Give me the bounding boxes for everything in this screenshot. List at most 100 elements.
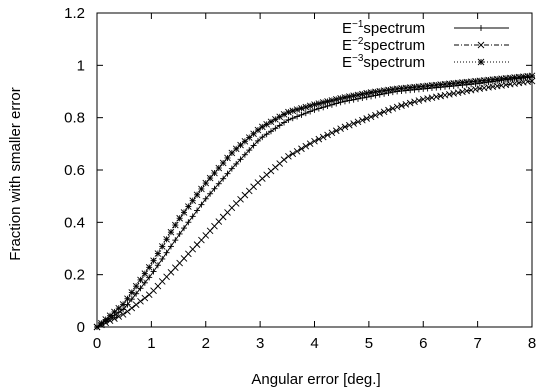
data-point — [185, 203, 192, 210]
data-point — [341, 123, 349, 131]
legend-marker — [478, 25, 484, 31]
y-tick-label: 0.6 — [64, 162, 85, 179]
data-point — [207, 190, 214, 197]
data-point — [263, 131, 270, 138]
y-tick-label: 0.8 — [64, 110, 85, 127]
data-point — [367, 113, 375, 121]
plot-frame — [96, 12, 533, 328]
legend-label: E−3spectrum — [342, 53, 425, 71]
data-point — [359, 90, 366, 98]
x-tick-label: 4 — [310, 335, 318, 352]
series-line — [96, 76, 533, 328]
data-point — [146, 274, 153, 281]
data-point — [367, 89, 375, 96]
data-point — [276, 122, 283, 129]
data-point — [393, 103, 401, 111]
data-point — [406, 99, 414, 107]
data-point — [389, 105, 397, 112]
data-point — [302, 142, 310, 150]
data-point — [228, 165, 235, 172]
data-point — [163, 249, 170, 256]
data-point — [224, 154, 231, 162]
y-tick-label: 0 — [77, 319, 85, 336]
plot-border — [96, 12, 533, 328]
series-line — [96, 75, 533, 328]
data-point — [324, 131, 331, 139]
data-point — [202, 179, 210, 187]
data-point — [180, 209, 188, 216]
data-point — [319, 133, 327, 141]
data-point — [172, 237, 179, 244]
data-point — [354, 118, 362, 126]
data-point — [337, 125, 344, 132]
legend-exponent: −1 — [352, 19, 364, 30]
x-tick-label: 0 — [93, 335, 101, 352]
data-point — [441, 91, 449, 99]
data-point — [111, 315, 118, 322]
data-point — [132, 301, 140, 309]
data-point — [350, 120, 357, 127]
data-point — [119, 301, 127, 308]
data-point — [128, 304, 136, 312]
data-point — [141, 294, 149, 302]
series-1 — [94, 74, 535, 330]
data-point — [298, 111, 305, 118]
data-point — [298, 145, 305, 153]
data-point — [241, 151, 248, 158]
legend-item-1: E−1spectrum — [342, 19, 509, 37]
data-point — [111, 308, 118, 316]
data-point — [528, 72, 536, 80]
data-point — [293, 106, 301, 113]
x-tick-label: 1 — [147, 335, 155, 352]
y-axis-title: Fraction with smaller error — [7, 87, 24, 260]
data-point — [332, 127, 340, 135]
y-tick-label: 0.4 — [64, 214, 85, 231]
data-point — [132, 282, 140, 290]
data-point — [167, 228, 175, 236]
data-point — [133, 290, 140, 297]
data-point — [215, 180, 222, 187]
data-point — [198, 201, 205, 208]
data-point — [154, 262, 161, 269]
data-point — [293, 147, 301, 155]
data-point — [228, 149, 236, 157]
data-point — [124, 295, 131, 303]
data-point — [250, 142, 257, 149]
data-point — [259, 134, 266, 141]
data-point — [124, 308, 131, 315]
data-point — [141, 270, 149, 277]
data-point — [337, 94, 344, 102]
data-point — [280, 156, 288, 164]
data-point — [106, 317, 114, 325]
legend-label: E−2spectrum — [342, 36, 425, 54]
data-point — [215, 164, 223, 172]
data-point — [285, 152, 292, 160]
data-point — [176, 214, 183, 222]
data-point — [211, 169, 218, 177]
data-point — [176, 230, 183, 237]
legend-base: E — [342, 37, 352, 54]
data-point — [219, 159, 227, 167]
data-point — [328, 129, 336, 137]
x-axis-title: Angular error [deg.] — [251, 371, 380, 388]
data-point — [150, 257, 157, 264]
series-3 — [93, 72, 536, 331]
data-point — [345, 121, 353, 129]
y-tick-label: 1.2 — [64, 5, 85, 22]
data-point — [328, 97, 336, 104]
legend-suffix: spectrum — [363, 37, 425, 54]
data-point — [372, 111, 379, 119]
data-point — [272, 125, 279, 132]
x-tick-label: 2 — [202, 335, 210, 352]
series-2 — [93, 77, 536, 331]
data-point — [198, 185, 205, 193]
legend-marker — [477, 41, 485, 49]
data-point — [194, 207, 201, 214]
data-point — [119, 311, 127, 318]
legend-base: E — [342, 20, 352, 37]
data-point — [137, 276, 144, 284]
data-point — [137, 298, 144, 305]
data-point — [254, 137, 261, 144]
data-point — [268, 128, 274, 135]
data-point — [258, 123, 266, 131]
